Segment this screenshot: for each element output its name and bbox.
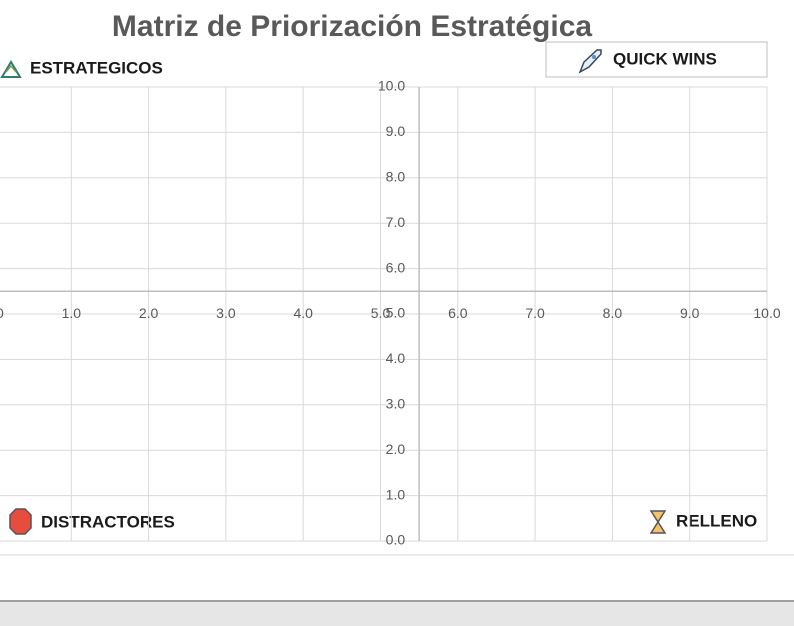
y-tick-label: 9.0 bbox=[386, 123, 406, 139]
y-tick-label: 6.0 bbox=[386, 259, 406, 275]
x-tick-label: 4.0 bbox=[293, 305, 313, 321]
x-tick-label: 1.0 bbox=[62, 305, 82, 321]
x-tick-label: 6.0 bbox=[448, 305, 468, 321]
chart-title: Matriz de Priorización Estratégica bbox=[112, 10, 592, 43]
y-tick-label: 3.0 bbox=[386, 396, 406, 412]
y-tick-label: 4.0 bbox=[386, 350, 406, 366]
quadrant-bottom-right: RELLENO bbox=[649, 510, 757, 534]
x-tick-label: 0.0 bbox=[0, 305, 4, 321]
quadrant-label: QUICK WINS bbox=[613, 49, 717, 68]
y-tick-label: 0.0 bbox=[386, 532, 406, 548]
y-tick-label: 10.0 bbox=[378, 78, 405, 94]
x-tick-label: 3.0 bbox=[216, 305, 236, 321]
quadrant-label: ESTRATEGICOS bbox=[30, 58, 163, 77]
x-tick-label: 8.0 bbox=[603, 305, 623, 321]
window-bar bbox=[0, 601, 794, 626]
y-tick-label: 7.0 bbox=[386, 214, 406, 230]
quadrant-top-left: ESTRATEGICOS bbox=[0, 58, 163, 78]
quadrant-label: RELLENO bbox=[676, 511, 757, 530]
y-tick-label: 2.0 bbox=[386, 441, 406, 457]
x-tick-label: 2.0 bbox=[139, 305, 159, 321]
quadrant-top-right: QUICK WINS bbox=[545, 41, 768, 78]
quadrant-bottom-left: DISTRACTORES bbox=[9, 508, 175, 535]
x-tick-label: 10.0 bbox=[753, 305, 780, 321]
x-tick-label: 5.0 bbox=[371, 305, 391, 321]
y-tick-label: 1.0 bbox=[386, 486, 406, 502]
y-tick-label: 8.0 bbox=[386, 169, 406, 185]
x-tick-label: 9.0 bbox=[680, 305, 700, 321]
quadrant-label: DISTRACTORES bbox=[41, 512, 175, 531]
y-tick-label: 5.0 bbox=[386, 305, 406, 321]
x-tick-label: 7.0 bbox=[525, 305, 545, 321]
